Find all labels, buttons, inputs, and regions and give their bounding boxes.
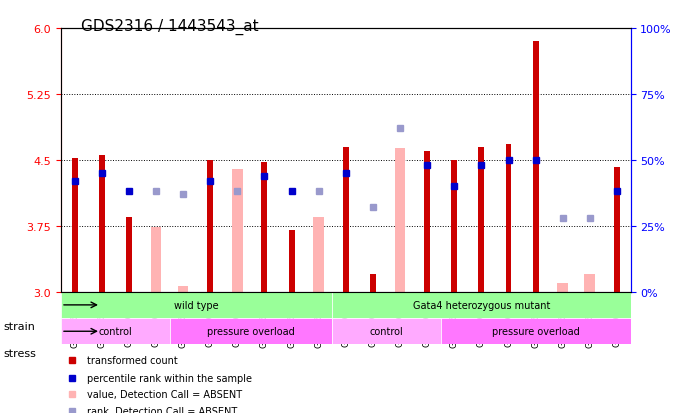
FancyBboxPatch shape	[441, 318, 631, 344]
Text: GDS2316 / 1443543_at: GDS2316 / 1443543_at	[81, 19, 259, 35]
Bar	[479, 147, 484, 292]
Bar	[178, 286, 188, 292]
Bar	[424, 152, 430, 292]
FancyBboxPatch shape	[61, 292, 332, 318]
Text: strain: strain	[3, 321, 35, 331]
Bar	[395, 149, 405, 292]
Bar	[370, 275, 376, 292]
Text: pressure overload: pressure overload	[492, 326, 580, 337]
Bar	[99, 156, 104, 292]
Bar	[72, 159, 77, 292]
Text: wild type: wild type	[174, 300, 219, 310]
FancyBboxPatch shape	[332, 292, 631, 318]
Text: pressure overload: pressure overload	[207, 326, 295, 337]
Text: percentile rank within the sample: percentile rank within the sample	[87, 373, 252, 383]
Bar	[506, 145, 511, 292]
Bar	[533, 42, 538, 292]
Bar	[452, 160, 457, 292]
Bar	[343, 147, 348, 292]
FancyBboxPatch shape	[332, 318, 441, 344]
Text: rank, Detection Call = ABSENT: rank, Detection Call = ABSENT	[87, 406, 237, 413]
FancyBboxPatch shape	[170, 318, 332, 344]
Bar	[262, 163, 267, 292]
Bar	[584, 275, 595, 292]
Bar	[289, 230, 294, 292]
Text: transformed count: transformed count	[87, 355, 178, 365]
Text: control: control	[98, 326, 132, 337]
Bar	[557, 283, 568, 292]
Bar	[313, 218, 324, 292]
Bar	[151, 227, 161, 292]
Text: stress: stress	[3, 348, 36, 358]
FancyBboxPatch shape	[61, 318, 170, 344]
Text: control: control	[370, 326, 403, 337]
Bar	[126, 218, 132, 292]
Bar	[614, 167, 620, 292]
Bar	[207, 160, 213, 292]
Text: Gata4 heterozygous mutant: Gata4 heterozygous mutant	[413, 300, 550, 310]
Text: value, Detection Call = ABSENT: value, Detection Call = ABSENT	[87, 389, 242, 399]
Bar	[232, 169, 243, 292]
